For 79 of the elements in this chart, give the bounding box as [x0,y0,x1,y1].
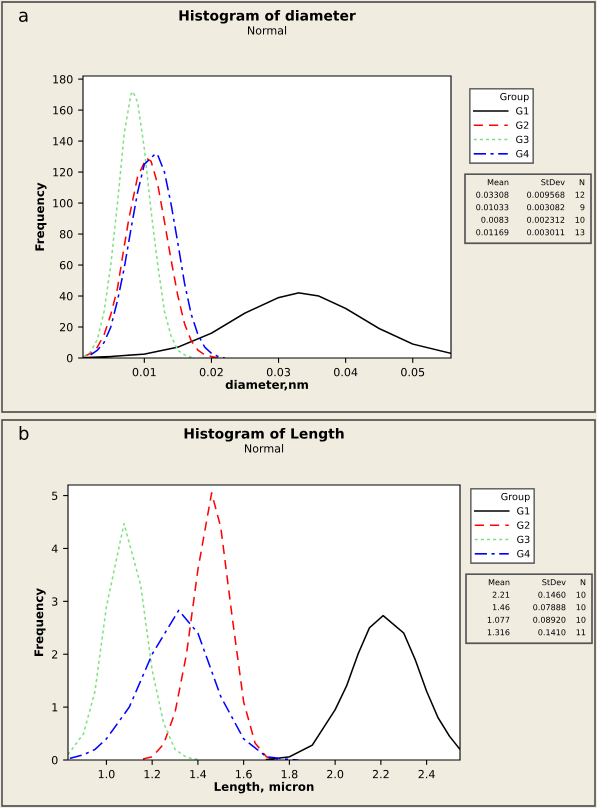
text: 12 [576,192,584,198]
text: 10 [576,592,586,598]
x-tick-label: 1.6 [236,770,252,778]
text: 0.01169 [476,229,508,236]
text: N [580,179,584,186]
text: 13 [576,229,584,236]
text: StDev [542,579,566,586]
y-tick-label: 1 [52,703,58,712]
y-tick-label: 2 [52,650,58,658]
text: Mean [488,179,508,186]
text: StDev [541,179,565,186]
legend-label: G3 [516,136,528,144]
legend-label: G4 [516,150,529,158]
legend-label: G1 [516,107,528,115]
chart-title: Histogram of diameter [179,10,356,24]
text: 10 [576,616,586,623]
y-tick-label: 40 [60,292,73,300]
y-tick-label: 100 [53,199,73,208]
x-axis-title: Length, micron [214,782,314,794]
x-tick-label: 2.4 [418,770,435,778]
text: 0.003082 [527,204,564,210]
x-tick-label: 1.8 [282,770,298,778]
text: 0.003011 [527,229,564,236]
x-tick-label: 2.2 [372,770,389,778]
text: 0.08920 [533,616,566,623]
legend-label: G4 [517,550,530,558]
chart-subtitle: Normal [248,26,286,35]
y-tick-label: 3 [52,597,58,606]
y-tick-label: 4 [52,544,58,553]
y-tick-label: 20 [60,322,73,332]
x-tick-label: 1.2 [144,770,160,778]
text: 1.077 [488,616,510,623]
y-tick-label: 140 [53,137,73,146]
legend-title: Group [500,92,529,102]
text: Mean [488,579,510,586]
chart-title: Histogram of Length [184,428,344,442]
x-tick-label: 1.0 [98,770,115,778]
y-tick-label: 160 [53,106,73,114]
legend-label: G1 [517,507,530,515]
text: 9 [580,204,584,210]
x-tick-label: 0.01 [132,368,156,376]
chart-subtitle: Normal [244,444,284,453]
text: 10 [576,604,586,610]
text: N [580,579,586,586]
text: 0.1410 [538,629,566,636]
y-tick-label: 80 [60,230,73,238]
y-axis-title: Frequency [34,588,46,656]
text: 0.07888 [533,604,566,610]
text: 11 [576,629,586,636]
text: a [19,12,28,22]
y-tick-label: 0 [52,756,58,764]
y-axis-title: Frequency [35,182,47,250]
y-tick-label: 180 [53,75,73,84]
text: 0.01033 [476,204,508,210]
text: 0.0083 [481,216,508,223]
x-axis-title: diameter,nm [226,380,308,391]
y-tick-label: 120 [53,168,73,176]
text: 0.002312 [527,216,564,223]
text: 0.009568 [527,192,564,198]
text: 0.1460 [538,592,566,598]
x-tick-label: 0.05 [401,368,424,376]
x-tick-label: 0.02 [200,368,223,376]
text: 1.316 [488,629,510,636]
y-tick-label: 5 [52,492,58,500]
x-tick-label: 1.4 [190,770,206,778]
text: 2.21 [492,592,510,598]
x-tick-label: 2.0 [327,770,344,778]
text: 10 [576,216,584,223]
legend-label: G2 [516,121,528,129]
text: b [20,426,28,440]
x-tick-label: 0.03 [266,368,290,376]
text: 0.03308 [476,192,508,198]
legend-title: Group [501,492,530,502]
x-tick-label: 0.04 [334,368,358,376]
legend-label: G3 [517,536,530,544]
legend-label: G2 [517,521,530,529]
y-tick-label: 0 [66,354,73,362]
y-tick-label: 60 [60,261,73,270]
text: 1.46 [492,604,510,610]
